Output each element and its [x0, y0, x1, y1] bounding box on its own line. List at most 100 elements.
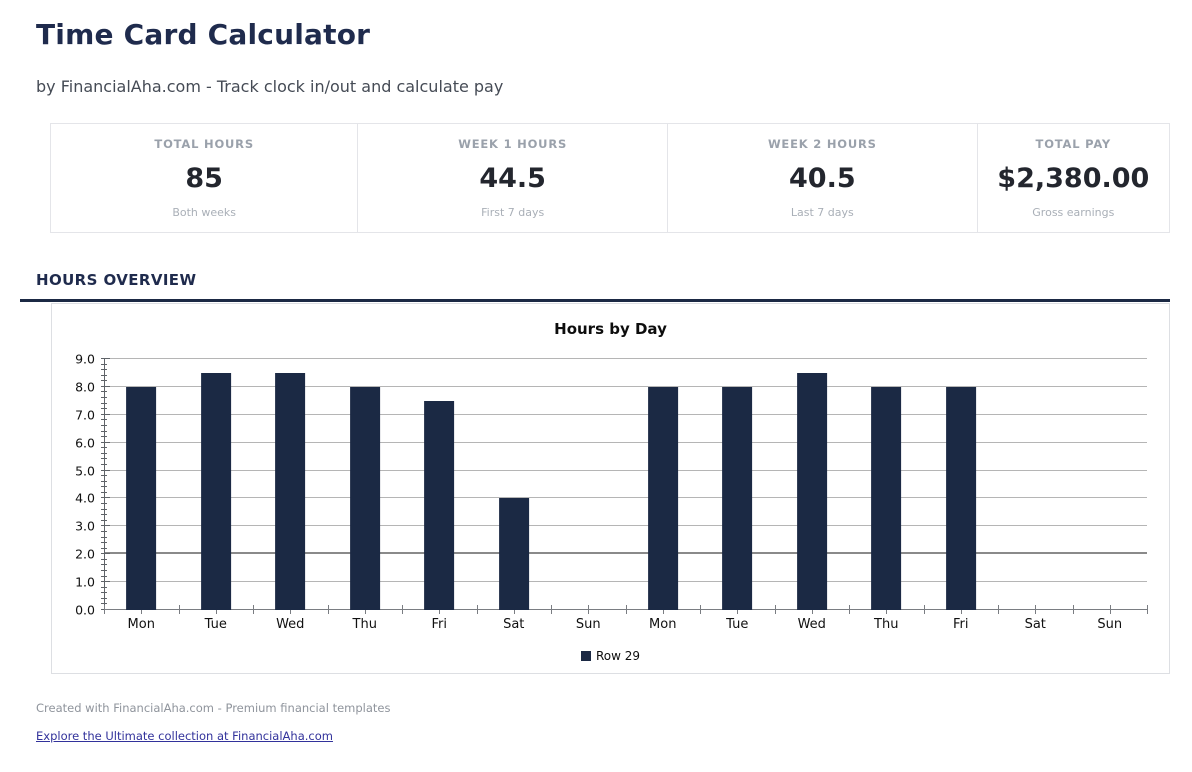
stats-summary-bar: TOTAL HOURS 85 Both weeks WEEK 1 HOURS 4… [50, 123, 1170, 233]
x-axis-tick [178, 605, 180, 614]
bar-wed-week2 [796, 372, 827, 610]
bar-sat-week1 [498, 498, 529, 610]
bar-mon-week2 [647, 386, 678, 610]
x-axis-tick [402, 605, 403, 614]
x-axis-category-label: Sun [575, 617, 601, 632]
gridline [104, 497, 1147, 499]
chart-title: Hours by Day [554, 320, 667, 338]
x-axis-category-label: Tue [726, 617, 749, 632]
bar-fri-week2 [945, 386, 976, 610]
x-axis-tick [104, 605, 105, 614]
section-heading-hours-overview: HOURS OVERVIEW [36, 271, 197, 289]
y-axis-tick [101, 581, 110, 583]
x-axis-tick [774, 605, 776, 614]
x-axis-category-label: Sat [503, 617, 525, 632]
x-axis-tick [1035, 605, 1037, 614]
bar-tue-week2 [722, 386, 753, 610]
x-axis-tick [551, 605, 552, 614]
y-axis-tick [101, 525, 110, 527]
stat-label: TOTAL HOURS [154, 137, 254, 151]
gridline [104, 385, 1147, 387]
y-axis-tick [101, 441, 110, 443]
page-subtitle: by FinancialAha.com - Track clock in/out… [36, 77, 504, 96]
stat-label: WEEK 1 HOURS [458, 137, 568, 151]
gridline [104, 413, 1147, 415]
x-axis-tick [1147, 605, 1148, 614]
bar-tue-week1 [200, 372, 231, 610]
y-axis-tick-label: 3.0 [75, 518, 95, 534]
x-axis-category-label: Sat [1024, 617, 1046, 632]
x-axis-tick [849, 605, 850, 614]
page-title: Time Card Calculator [36, 18, 371, 51]
y-axis-line [104, 359, 105, 610]
legend-swatch-icon [580, 651, 591, 661]
y-axis-tick-label: 8.0 [75, 379, 95, 395]
gridline [104, 469, 1147, 471]
bar-thu-week2 [871, 386, 902, 610]
x-axis-category-label: Thu [874, 617, 899, 632]
y-axis-tick-label: 5.0 [75, 463, 95, 479]
bar-mon-week1 [126, 386, 157, 610]
y-axis-tick [101, 469, 110, 471]
stat-label: TOTAL PAY [1035, 137, 1112, 151]
stat-label: WEEK 2 HOURS [767, 137, 877, 151]
x-axis-tick [998, 605, 999, 614]
bar-thu-week1 [349, 386, 380, 610]
x-axis-category-label: Mon [649, 617, 677, 632]
x-axis-category-label: Fri [953, 617, 969, 632]
x-axis-tick [1072, 605, 1074, 614]
legend-label: Row 29 [595, 649, 641, 663]
gridline [104, 525, 1147, 527]
stat-card-week2-hours: WEEK 2 HOURS 40.5 Last 7 days [667, 124, 977, 232]
x-axis-category-label: Wed [276, 617, 305, 632]
y-axis-tick-label: 6.0 [75, 435, 95, 451]
hours-by-day-chart-card: Hours by Day 0.0 1.0 2.0 3.0 4.0 5.0 6.0 7.0 8.0… [51, 303, 1170, 674]
stat-subtext: Both weeks [172, 206, 237, 219]
stat-value: 40.5 [789, 163, 856, 194]
x-axis-tick [327, 605, 329, 614]
x-axis-category-label: Wed [797, 617, 826, 632]
x-axis-tick [1109, 605, 1111, 614]
stat-card-total-hours: TOTAL HOURS 85 Both weeks [51, 124, 357, 232]
bar-chart-plot-area: 0.0 1.0 2.0 3.0 4.0 5.0 6.0 7.0 8.0 9.0 Mon Tue Wed T… [75, 352, 1148, 632]
y-axis-tick-label: 2.0 [75, 546, 95, 562]
footer-explore-link[interactable]: Explore the Ultimate collection at Finan… [36, 729, 333, 743]
x-axis-tick [923, 605, 925, 614]
y-axis-tick [101, 553, 110, 555]
chart-legend: Row 29 [52, 649, 1169, 663]
y-axis-tick-label: 4.0 [75, 490, 95, 506]
y-axis-tick [101, 413, 110, 415]
x-axis-tick [625, 605, 627, 614]
stat-card-week1-hours: WEEK 1 HOURS 44.5 First 7 days [357, 124, 667, 232]
section-divider [20, 299, 1170, 302]
stat-subtext: Last 7 days [790, 206, 854, 219]
stat-value: 44.5 [479, 163, 546, 194]
y-axis-tick-label: 9.0 [75, 351, 95, 367]
stat-subtext: Gross earnings [1032, 206, 1115, 219]
y-axis-tick-label: 7.0 [75, 407, 95, 423]
stat-card-total-pay: TOTAL PAY $2,380.00 Gross earnings [976, 124, 1169, 232]
gridline [104, 358, 1147, 359]
gridline [104, 441, 1147, 443]
stat-value: 85 [185, 163, 223, 194]
gridline [104, 552, 1147, 555]
y-axis-tick [101, 358, 110, 359]
y-axis-tick [101, 385, 110, 387]
stat-subtext: First 7 days [481, 206, 545, 219]
x-axis-tick [588, 605, 590, 614]
x-axis-category-label: Tue [204, 617, 227, 632]
bar-fri-week1 [424, 400, 455, 610]
stat-value: $2,380.00 [997, 163, 1150, 194]
y-axis-tick-label: 1.0 [75, 574, 95, 590]
y-axis-tick [101, 497, 110, 499]
x-axis-category-label: Thu [352, 617, 377, 632]
x-axis-tick [253, 605, 254, 614]
x-axis-category-label: Mon [127, 617, 155, 632]
gridline [104, 581, 1147, 583]
footer-credit-text: Created with FinancialAha.com - Premium … [36, 701, 391, 715]
x-axis-category-label: Fri [431, 617, 448, 632]
bar-wed-week1 [275, 372, 306, 610]
x-axis-tick [476, 605, 478, 614]
y-axis-tick-label: 0.0 [75, 602, 95, 618]
x-axis-tick [700, 605, 701, 614]
